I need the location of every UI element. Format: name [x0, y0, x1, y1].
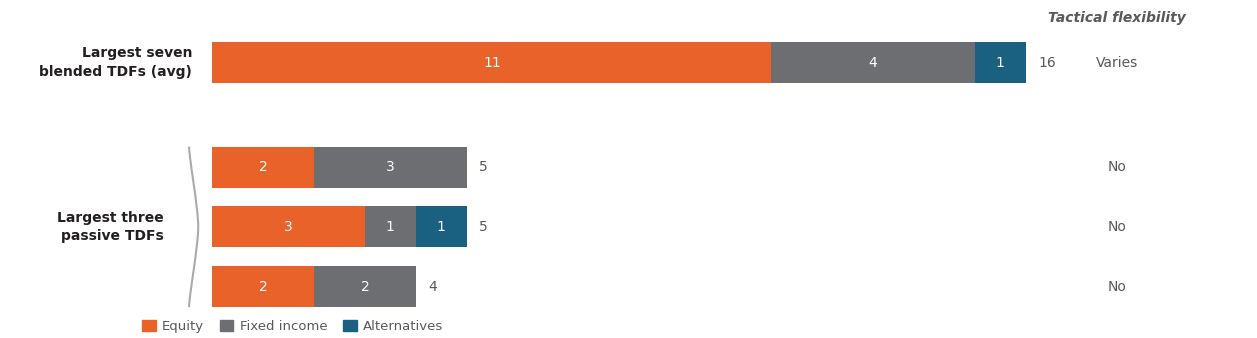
Text: Largest seven
blended TDFs (avg): Largest seven blended TDFs (avg) [39, 46, 192, 79]
Text: 4: 4 [869, 55, 877, 70]
Text: 5: 5 [479, 160, 488, 174]
Text: 1: 1 [996, 55, 1004, 70]
Bar [974, 42, 1026, 83]
Text: 5: 5 [479, 220, 488, 234]
Text: Tactical flexibility: Tactical flexibility [1048, 11, 1185, 25]
Text: 3: 3 [284, 220, 293, 234]
Text: 2: 2 [361, 280, 370, 294]
Text: Largest three
passive TDFs: Largest three passive TDFs [58, 211, 165, 243]
Text: 11: 11 [483, 55, 500, 70]
Text: No: No [1107, 220, 1126, 234]
Bar [314, 147, 466, 188]
Text: Varies: Varies [1096, 55, 1138, 70]
Bar [212, 147, 314, 188]
Bar [416, 206, 466, 247]
Bar [365, 206, 416, 247]
Text: 1: 1 [436, 220, 445, 234]
Bar [212, 266, 314, 307]
Legend: Equity, Fixed income, Alternatives: Equity, Fixed income, Alternatives [137, 314, 449, 338]
Bar [772, 42, 974, 83]
Bar [314, 266, 416, 307]
Text: No: No [1107, 280, 1126, 294]
Text: No: No [1107, 160, 1126, 174]
Text: 2: 2 [259, 280, 268, 294]
Bar [212, 42, 772, 83]
Text: 16: 16 [1038, 55, 1056, 70]
Text: 3: 3 [386, 160, 395, 174]
Bar [212, 206, 365, 247]
Text: 2: 2 [259, 160, 268, 174]
Text: 4: 4 [429, 280, 437, 294]
Text: 1: 1 [386, 220, 395, 234]
